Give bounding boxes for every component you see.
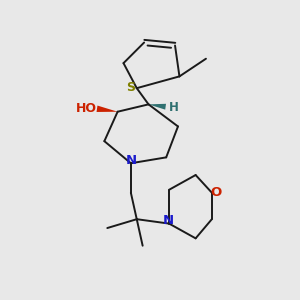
- Polygon shape: [148, 104, 166, 110]
- Text: N: N: [126, 154, 137, 167]
- Text: H: H: [169, 101, 178, 114]
- Text: O: O: [211, 186, 222, 199]
- Text: N: N: [163, 214, 174, 227]
- Polygon shape: [97, 106, 118, 112]
- Text: S: S: [126, 81, 135, 94]
- Text: HO: HO: [76, 102, 97, 115]
